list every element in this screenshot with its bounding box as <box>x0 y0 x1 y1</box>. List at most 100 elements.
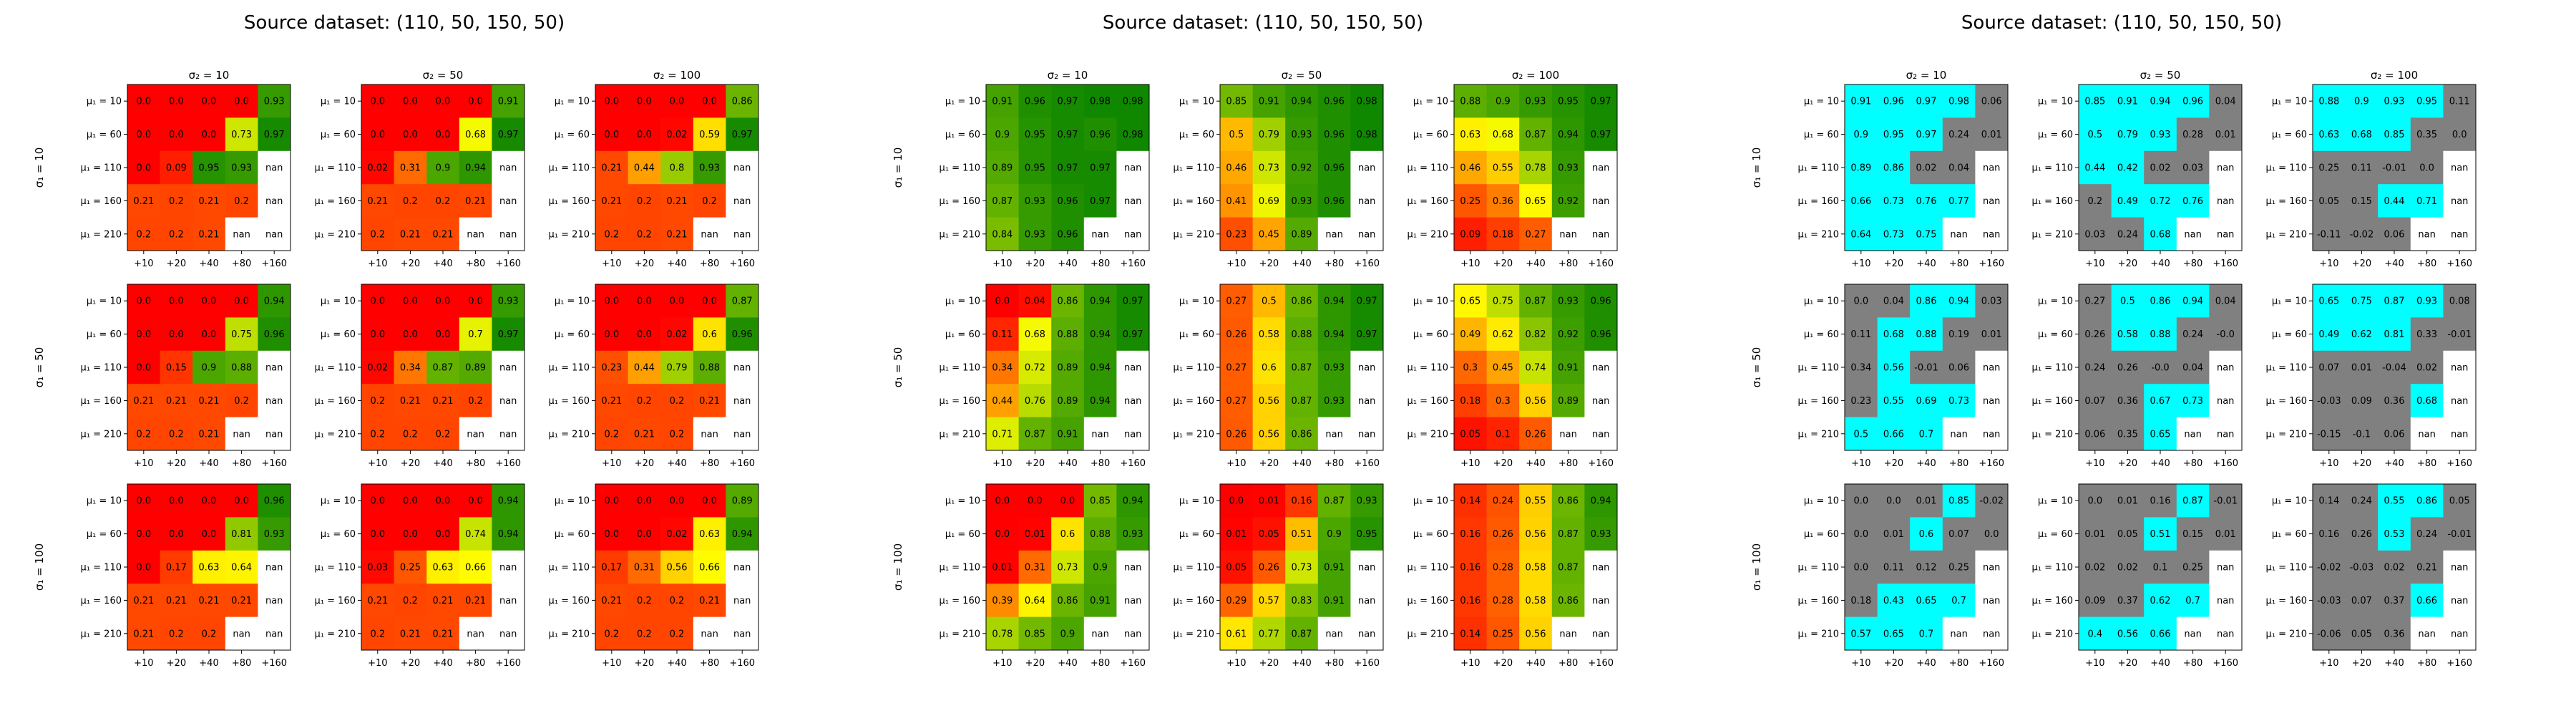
cell-label: 0.65 <box>1916 596 1937 606</box>
cell-label: 0.44 <box>2084 163 2105 174</box>
heatmap-cell <box>2410 584 2444 618</box>
row-label: σ₁ = 10 <box>33 147 46 188</box>
cell-label: 0.03 <box>1981 296 2002 307</box>
heatmap-cell <box>1975 550 2009 584</box>
heatmap-cell <box>726 217 759 251</box>
cell-label: -0.02 <box>2317 563 2341 574</box>
cell-label: 0.16 <box>1460 529 1480 540</box>
heatmap-cell <box>492 350 525 384</box>
y-tick-label: μ₁ = 160 <box>2266 196 2307 207</box>
x-tick-label: +40 <box>199 658 218 669</box>
cell-label: 0.01 <box>1226 529 1246 540</box>
x-tick-label: +80 <box>1324 658 1344 669</box>
x-tick-label: +80 <box>700 658 719 669</box>
heatmap-cell <box>394 417 427 451</box>
cell-label: 0.56 <box>1259 429 1279 440</box>
cell-label: nan <box>265 396 283 407</box>
cell-label: nan <box>2451 596 2468 606</box>
cell-label: nan <box>1950 629 1967 639</box>
heatmap-cell <box>595 184 629 218</box>
cell-label: nan <box>1124 196 1141 207</box>
cell-label: nan <box>1559 429 1576 440</box>
cell-label: nan <box>1358 563 1375 574</box>
heatmap-cell <box>2209 484 2243 518</box>
heatmap-cell <box>1350 384 1384 418</box>
heatmap-cell <box>127 84 161 118</box>
cell-label: 0.0 <box>370 296 385 307</box>
cell-label: 0.77 <box>1259 629 1279 639</box>
x-tick-label: +20 <box>167 458 186 469</box>
heatmap-cell <box>2313 517 2346 551</box>
heatmap-cell <box>1454 517 1488 551</box>
heatmap-cell <box>595 517 629 551</box>
cell-label: -0.01 <box>1914 363 1938 374</box>
cell-label: 0.9 <box>1496 97 1511 107</box>
cell-label: 0.96 <box>1058 229 1078 240</box>
heatmap-cell <box>726 350 759 384</box>
cell-label: 0.68 <box>2150 229 2171 240</box>
cell-label: nan <box>233 629 250 639</box>
heatmap-cell <box>1116 84 1150 118</box>
cell-label: 0.77 <box>1948 196 1969 207</box>
heatmap-cell <box>2410 117 2444 152</box>
heatmap-cell <box>192 350 226 384</box>
cell-label: 0.27 <box>2084 296 2105 307</box>
heatmap-cell <box>258 284 291 318</box>
y-tick-label: μ₁ = 210 <box>1798 429 1839 440</box>
heatmap-cell <box>1116 384 1150 418</box>
heatmap-cell <box>2443 284 2477 318</box>
cell-label: 0.56 <box>1883 363 1904 374</box>
y-tick-label: μ₁ = 60 <box>1413 329 1448 340</box>
heatmap-cell <box>2313 150 2346 185</box>
heatmap-panel: 0.0 0.0 0.01 0.85 -0.020.0 0.01 0.6 0.07 0.00.0 0… <box>1798 483 2009 669</box>
heatmap-cell <box>1018 484 1052 518</box>
x-tick-label: +160 <box>261 258 287 269</box>
heatmap-cell <box>2176 517 2210 551</box>
heatmap-cell <box>1116 284 1150 318</box>
heatmap-cell <box>986 616 1020 651</box>
cell-label: 0.81 <box>2384 329 2405 340</box>
heatmap-cell <box>2111 484 2145 518</box>
cell-label: 0.05 <box>2117 529 2138 540</box>
cell-label: 0.71 <box>2416 196 2437 207</box>
heatmap-cell <box>2410 350 2444 384</box>
cell-label: 0.4 <box>2087 629 2102 639</box>
cell-label: 0.16 <box>2318 529 2339 540</box>
cell-label: 0.92 <box>1292 163 1312 174</box>
cell-label: 0.24 <box>1948 130 1969 140</box>
heatmap-cell <box>1350 150 1384 185</box>
cell-label: 0.75 <box>1916 229 1937 240</box>
cell-label: 0.2 <box>604 229 619 240</box>
heatmap-cell <box>1285 517 1319 551</box>
cell-label: nan <box>1358 363 1375 374</box>
heatmap-cell <box>660 150 694 185</box>
heatmap-cell <box>1845 517 1878 551</box>
heatmap-cell <box>1975 517 2009 551</box>
heatmap-cell <box>1942 550 1976 584</box>
x-tick-label: +10 <box>2319 258 2338 269</box>
x-tick-label: +10 <box>2319 458 2338 469</box>
cell-label: nan <box>1559 229 1576 240</box>
heatmap-cell <box>1083 484 1117 518</box>
heatmap-cell <box>2313 616 2346 651</box>
heatmap-cell <box>1018 317 1052 352</box>
cell-label: 0.97 <box>264 130 285 140</box>
cell-label: 0.5 <box>2120 296 2135 307</box>
row-label: σ₁ = 50 <box>33 347 46 388</box>
heatmap-cell <box>693 317 726 352</box>
y-tick-label: μ₁ = 10 <box>2038 97 2073 107</box>
heatmap-cell <box>1116 350 1150 384</box>
cell-label: 0.93 <box>1025 196 1045 207</box>
heatmap-cell <box>1083 284 1117 318</box>
cell-label: 0.79 <box>1259 130 1279 140</box>
cell-label: 0.0 <box>468 97 483 107</box>
cell-label: 0.46 <box>1226 163 1246 174</box>
cell-label: 0.97 <box>498 130 519 140</box>
cell-label: 0.11 <box>2449 97 2470 107</box>
cell-label: 0.97 <box>1090 196 1111 207</box>
heatmap-cell <box>1018 217 1052 251</box>
cell-label: 0.16 <box>2150 496 2171 507</box>
cell-label: 0.44 <box>2384 196 2405 207</box>
heatmap-cell <box>2176 117 2210 152</box>
